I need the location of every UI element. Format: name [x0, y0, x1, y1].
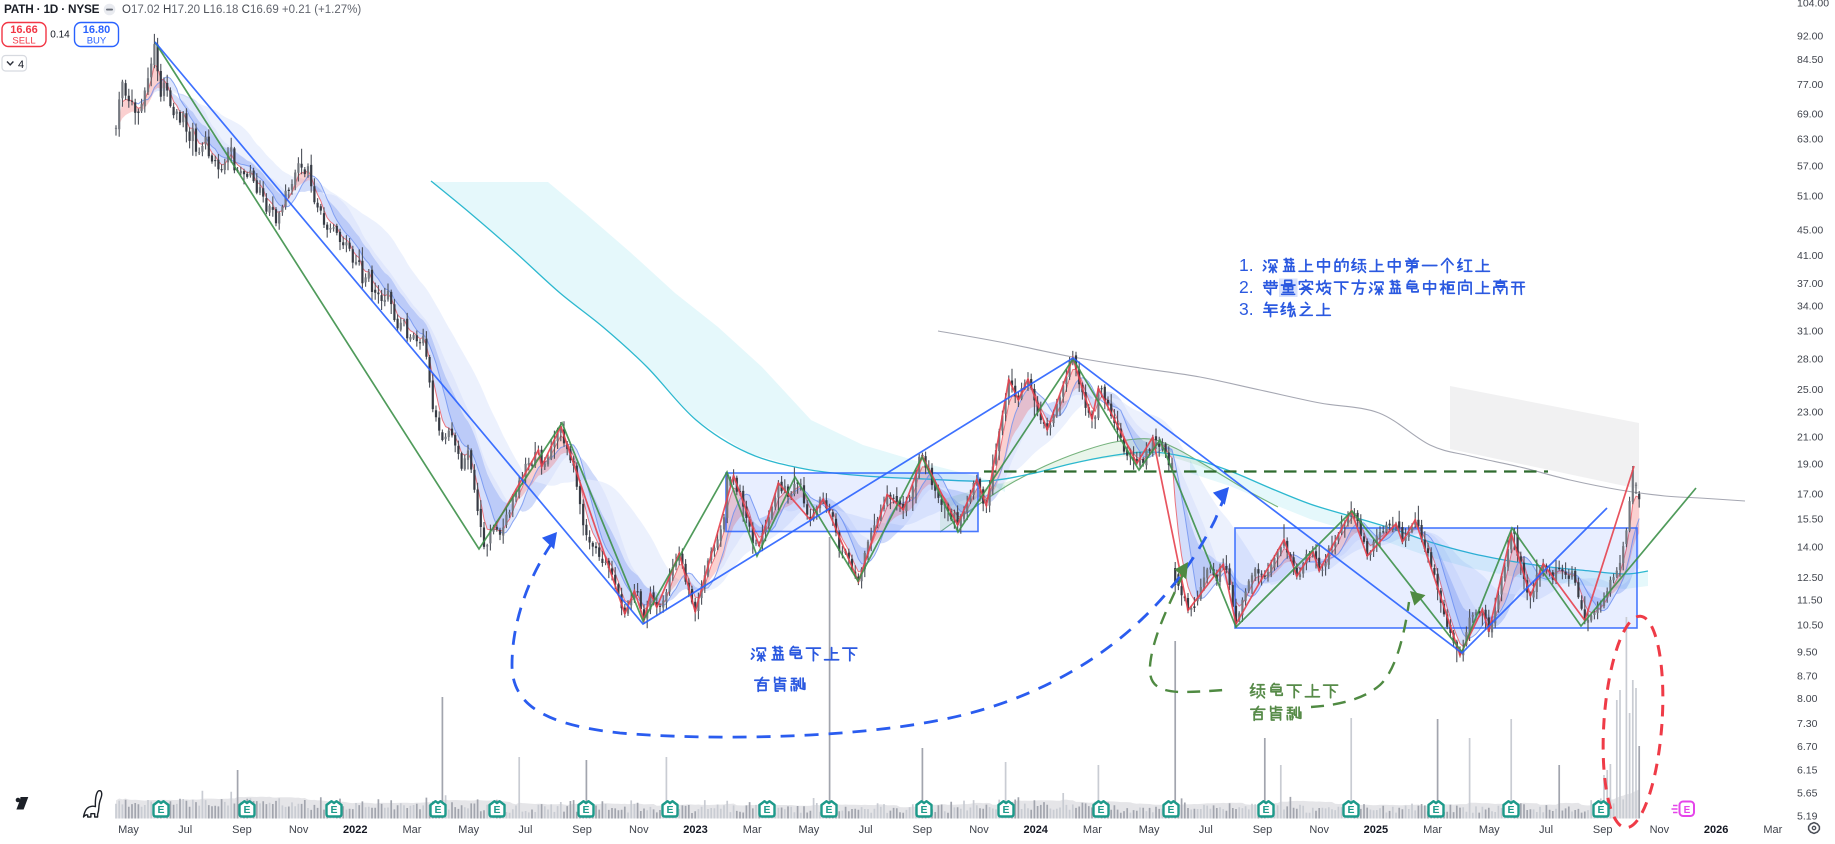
svg-text:Mar: Mar	[743, 824, 762, 836]
svg-text:E: E	[582, 804, 589, 816]
svg-text:16.66: 16.66	[10, 24, 38, 36]
svg-text:E: E	[1097, 804, 1104, 816]
svg-text:May: May	[118, 824, 139, 836]
svg-text:E: E	[825, 804, 832, 816]
svg-text:8.70: 8.70	[1797, 670, 1818, 682]
svg-text:92.00: 92.00	[1797, 31, 1823, 43]
svg-text:84.50: 84.50	[1797, 54, 1823, 66]
svg-text:11.50: 11.50	[1797, 595, 1823, 607]
svg-text:E: E	[243, 804, 250, 816]
svg-text:12.50: 12.50	[1797, 572, 1823, 584]
svg-text:9.50: 9.50	[1797, 647, 1818, 659]
svg-text:Sep: Sep	[232, 824, 252, 836]
svg-text:28.00: 28.00	[1797, 353, 1823, 365]
svg-text:8.00: 8.00	[1797, 693, 1818, 705]
svg-text:3.: 3.	[1239, 299, 1254, 319]
svg-text:5.19: 5.19	[1797, 811, 1818, 823]
svg-text:E: E	[1597, 804, 1604, 816]
svg-text:51.00: 51.00	[1797, 191, 1823, 203]
svg-text:Nov: Nov	[969, 824, 989, 836]
svg-text:Mar: Mar	[1083, 824, 1102, 836]
svg-text:2024: 2024	[1023, 824, 1048, 836]
svg-text:37.00: 37.00	[1797, 278, 1823, 290]
svg-text:E: E	[1432, 804, 1439, 816]
svg-text:E: E	[1167, 804, 1174, 816]
svg-text:69.00: 69.00	[1797, 109, 1823, 121]
svg-text:57.00: 57.00	[1797, 161, 1823, 173]
svg-text:Sep: Sep	[1253, 824, 1273, 836]
svg-text:Sep: Sep	[913, 824, 933, 836]
svg-text:34.00: 34.00	[1797, 301, 1823, 313]
svg-text:SELL: SELL	[12, 36, 35, 47]
svg-text:Jul: Jul	[178, 824, 192, 836]
svg-text:E: E	[1002, 804, 1009, 816]
svg-text:41.00: 41.00	[1797, 250, 1823, 262]
svg-text:E: E	[1684, 805, 1691, 816]
svg-text:May: May	[799, 824, 820, 836]
svg-text:E: E	[330, 804, 337, 816]
svg-text:Sep: Sep	[1593, 824, 1613, 836]
svg-text:E: E	[920, 804, 927, 816]
svg-text:63.00: 63.00	[1797, 133, 1823, 145]
svg-text:16.80: 16.80	[83, 24, 111, 36]
svg-text:O17.02 H17.20 L16.18 C16.69 +0: O17.02 H17.20 L16.18 C16.69 +0.21 (+1.27…	[122, 4, 361, 16]
svg-text:May: May	[1479, 824, 1500, 836]
svg-text:6.15: 6.15	[1797, 764, 1818, 776]
svg-text:E: E	[1507, 804, 1514, 816]
svg-text:Jul: Jul	[518, 824, 532, 836]
svg-text:Nov: Nov	[629, 824, 649, 836]
svg-text:2022: 2022	[343, 824, 367, 836]
svg-text:6.70: 6.70	[1797, 741, 1818, 753]
svg-text:7.30: 7.30	[1797, 718, 1818, 730]
svg-text:25.00: 25.00	[1797, 384, 1823, 396]
svg-text:Mar: Mar	[403, 824, 422, 836]
svg-text:BUY: BUY	[87, 36, 107, 47]
svg-text:E: E	[763, 804, 770, 816]
svg-text:0.14: 0.14	[50, 30, 70, 41]
svg-text:Jul: Jul	[1199, 824, 1213, 836]
svg-text:21.00: 21.00	[1797, 431, 1823, 443]
svg-text:2023: 2023	[683, 824, 707, 836]
svg-text:E: E	[1262, 804, 1269, 816]
svg-text:May: May	[458, 824, 479, 836]
svg-text:1.: 1.	[1239, 255, 1254, 275]
svg-text:Nov: Nov	[289, 824, 309, 836]
svg-text:15.50: 15.50	[1797, 514, 1823, 526]
svg-text:14.00: 14.00	[1797, 541, 1823, 553]
svg-text:77.00: 77.00	[1797, 79, 1823, 91]
svg-text:2.: 2.	[1239, 277, 1254, 297]
svg-text:45.00: 45.00	[1797, 225, 1823, 237]
svg-text:E: E	[493, 804, 500, 816]
svg-text:10.50: 10.50	[1797, 619, 1823, 631]
svg-text:2026: 2026	[1704, 824, 1728, 836]
svg-text:2025: 2025	[1364, 824, 1388, 836]
svg-text:Mar: Mar	[1423, 824, 1442, 836]
svg-text:Sep: Sep	[572, 824, 592, 836]
svg-text:May: May	[1139, 824, 1160, 836]
svg-text:Nov: Nov	[1309, 824, 1329, 836]
svg-text:Jul: Jul	[859, 824, 873, 836]
svg-text:Nov: Nov	[1650, 824, 1670, 836]
svg-text:104.00: 104.00	[1797, 0, 1829, 10]
svg-text:E: E	[666, 804, 673, 816]
svg-text:E: E	[1347, 804, 1354, 816]
svg-text:23.00: 23.00	[1797, 407, 1823, 419]
svg-text:E: E	[157, 804, 164, 816]
svg-text:17.00: 17.00	[1797, 489, 1823, 501]
svg-text:31.00: 31.00	[1797, 326, 1823, 338]
svg-text:Mar: Mar	[1763, 824, 1782, 836]
svg-text:4: 4	[18, 59, 24, 71]
svg-text:Jul: Jul	[1539, 824, 1553, 836]
svg-text:19.00: 19.00	[1797, 459, 1823, 471]
svg-text:E: E	[434, 804, 441, 816]
svg-text:PATH · 1D · NYSE: PATH · 1D · NYSE	[4, 2, 100, 16]
svg-text:5.65: 5.65	[1797, 787, 1818, 799]
